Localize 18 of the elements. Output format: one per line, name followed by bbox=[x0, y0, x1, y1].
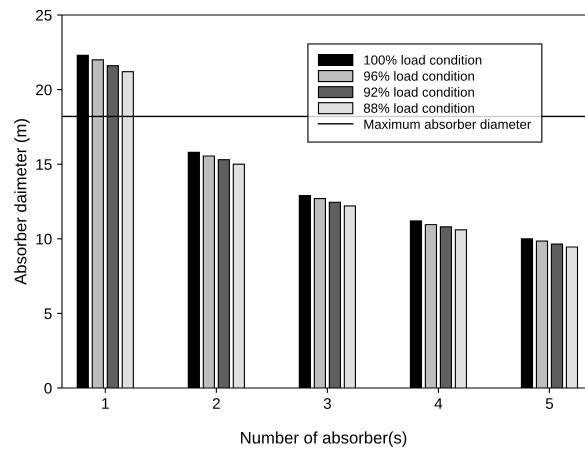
legend-label: 92% load condition bbox=[364, 87, 474, 97]
y-tick-label: 25 bbox=[36, 10, 52, 21]
x-tick-label: 2 bbox=[212, 398, 220, 409]
y-tick-label: 15 bbox=[36, 159, 52, 170]
legend-label: 96% load condition bbox=[364, 71, 474, 81]
y-tick-label: 5 bbox=[44, 308, 52, 320]
y-axis-title: Absorber daimeter (m) bbox=[14, 119, 30, 285]
legend-label: 100% load condition bbox=[364, 55, 482, 65]
x-tick-label: 4 bbox=[434, 398, 442, 409]
x-tick-label: 5 bbox=[546, 398, 554, 409]
y-tick-label: 10 bbox=[36, 234, 52, 244]
x-tick-label: 3 bbox=[324, 398, 331, 409]
y-tick-label: 0 bbox=[44, 382, 52, 394]
x-tick-label: 1 bbox=[102, 398, 109, 409]
y-tick-label: 20 bbox=[36, 84, 52, 96]
ref-line-label: Maximum absorber diameter bbox=[364, 119, 532, 129]
x-axis-title: Number of absorber(s) bbox=[241, 431, 406, 447]
legend-label: 88% load condition bbox=[364, 103, 474, 113]
